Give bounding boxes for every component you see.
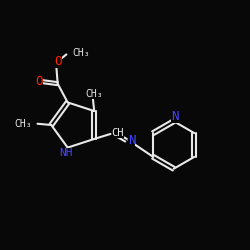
- Text: CH: CH: [112, 128, 124, 138]
- Text: NH: NH: [60, 148, 73, 158]
- Text: N: N: [128, 134, 136, 147]
- Text: CH₃: CH₃: [72, 48, 90, 58]
- Text: O: O: [55, 55, 62, 68]
- Text: O: O: [35, 75, 43, 88]
- Text: CH₃: CH₃: [85, 89, 103, 99]
- Text: N: N: [171, 110, 179, 123]
- Text: CH₃: CH₃: [14, 119, 32, 129]
